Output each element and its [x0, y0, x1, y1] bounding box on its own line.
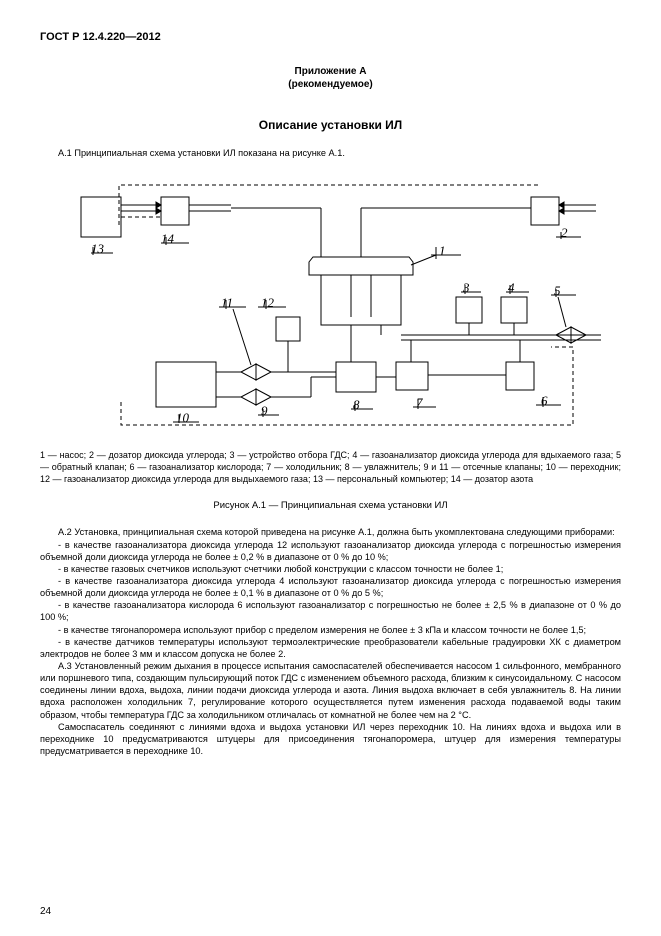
svg-text:7: 7: [416, 395, 423, 410]
svg-text:6: 6: [541, 393, 548, 408]
bullet-3: - в качестве газоанализатора диоксида уг…: [40, 575, 621, 599]
bullet-4: - в качестве газоанализатора кислорода 6…: [40, 599, 621, 623]
para-a2: А.2 Установка, принципиальная схема кото…: [40, 526, 621, 538]
svg-text:8: 8: [353, 397, 360, 412]
schematic-diagram: 1 3 14 2: [61, 167, 601, 437]
figure-caption: Рисунок А.1 — Принципиальная схема устан…: [40, 500, 621, 513]
svg-text:3: 3: [462, 280, 470, 295]
bullet-5: - в качестве тягонапоромера используют п…: [40, 624, 621, 636]
svg-text:4: 4: [508, 280, 515, 295]
appendix-title: Приложение А: [40, 65, 621, 79]
page-number: 24: [40, 905, 51, 919]
figure-legend: 1 — насос; 2 — дозатор диоксида углерода…: [40, 449, 621, 485]
para-a3: А.3 Установленный режим дыхания в процес…: [40, 660, 621, 721]
para-a3-tail: Самоспасатель соединяют с линиями вдоха …: [40, 721, 621, 757]
bullet-1: - в качестве газоанализатора диоксида уг…: [40, 539, 621, 563]
svg-text:2: 2: [561, 225, 568, 240]
bullet-2: - в качестве газовых счетчиков использую…: [40, 563, 621, 575]
bullet-6: - в качестве датчиков температуры исполь…: [40, 636, 621, 660]
svg-text:5: 5: [554, 283, 561, 298]
svg-text:10: 10: [176, 410, 190, 425]
svg-text:9: 9: [261, 403, 268, 418]
svg-text:11: 11: [221, 295, 233, 310]
section-title: Описание установки ИЛ: [40, 117, 621, 133]
appendix-subtitle: (рекомендуемое): [40, 78, 621, 92]
para-a1: А.1 Принципиальная схема установки ИЛ по…: [40, 147, 621, 159]
doc-header: ГОСТ Р 12.4.220—2012: [40, 30, 621, 45]
svg-text:14: 14: [161, 231, 175, 246]
svg-text:1: 1: [439, 243, 446, 258]
svg-text:12: 12: [261, 295, 275, 310]
